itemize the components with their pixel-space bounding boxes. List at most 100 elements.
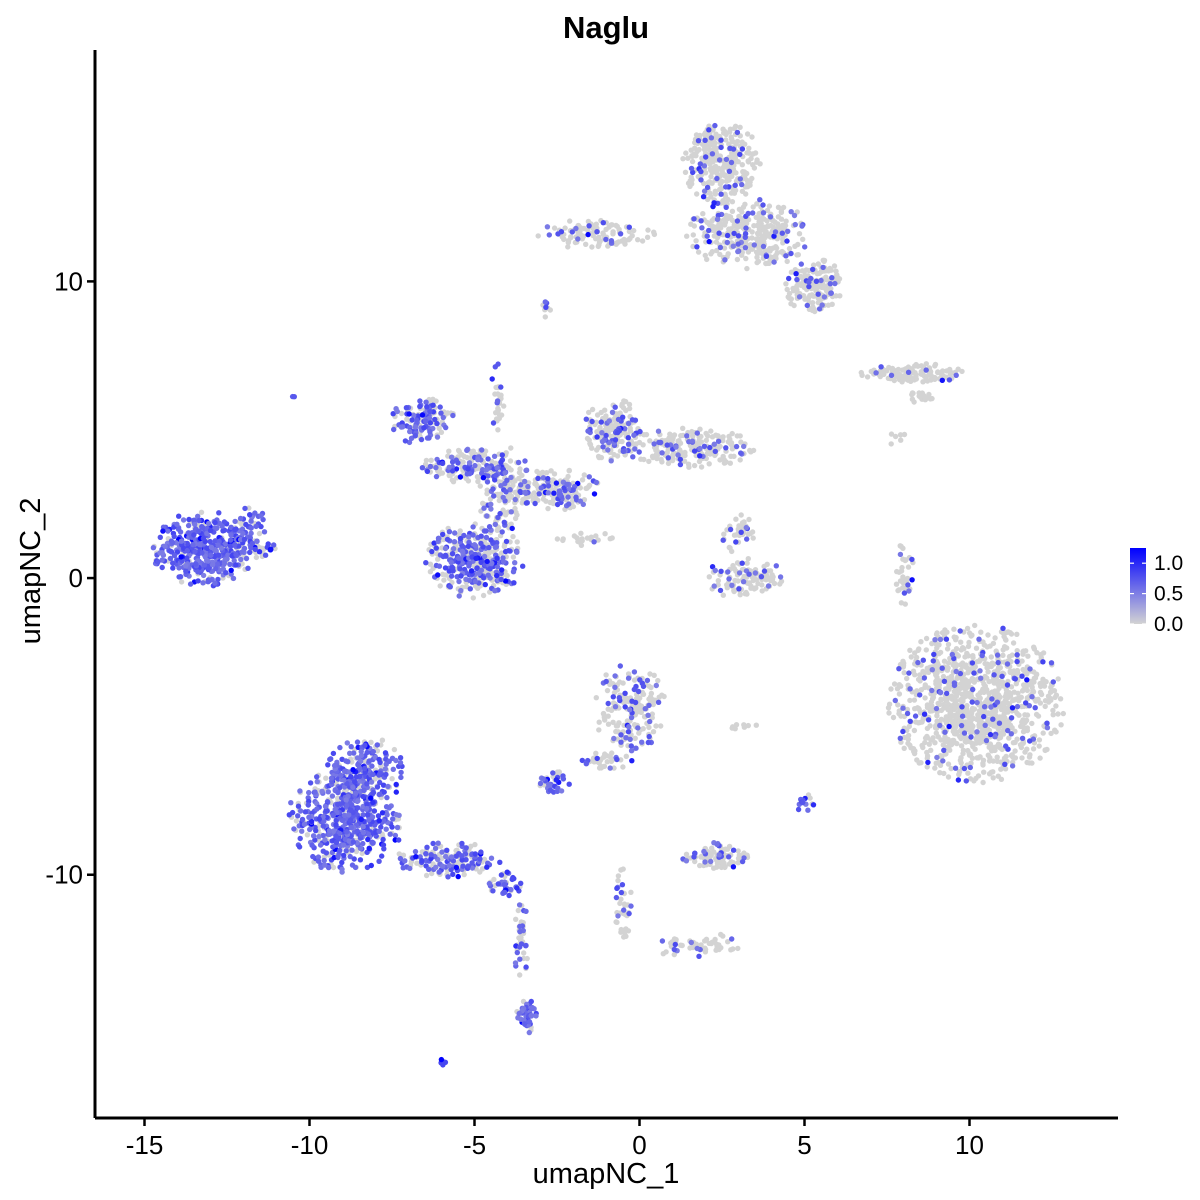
cell-point — [504, 869, 510, 875]
cell-point — [993, 744, 999, 750]
cell-point — [755, 580, 761, 587]
cell-point — [894, 568, 900, 575]
cell-point — [904, 675, 910, 682]
cell-point — [265, 541, 271, 547]
cell-point — [390, 766, 396, 772]
cell-point — [603, 672, 609, 678]
cell-point — [330, 750, 337, 757]
cell-point — [253, 523, 259, 530]
cell-point — [200, 572, 207, 579]
cell-point — [1010, 697, 1016, 703]
cell-point — [306, 789, 312, 796]
cell-point — [708, 428, 714, 434]
cell-point — [792, 243, 798, 249]
cell-point — [924, 764, 930, 770]
cell-point — [970, 723, 976, 729]
cell-point — [517, 956, 523, 962]
cell-point — [314, 806, 320, 812]
cell-point — [938, 697, 944, 703]
cell-point — [481, 553, 488, 560]
cell-point — [1033, 672, 1040, 678]
cell-point — [315, 858, 322, 864]
cell-point — [957, 697, 964, 703]
cell-point — [205, 558, 211, 564]
cell-point — [963, 721, 969, 727]
cell-point — [512, 505, 518, 512]
cell-point — [764, 218, 770, 224]
cell-point — [969, 755, 976, 761]
cell-point — [728, 947, 734, 953]
cell-point — [517, 928, 523, 935]
cell-point — [446, 448, 452, 454]
cell-point — [954, 702, 960, 708]
cell-point — [247, 512, 253, 518]
cell-point — [746, 516, 752, 523]
cell-point — [442, 552, 449, 558]
cell-point — [326, 828, 332, 834]
cell-point — [233, 551, 239, 558]
cell-point — [366, 845, 372, 851]
cell-point — [981, 769, 987, 775]
cell-point — [412, 848, 419, 855]
cell-point — [932, 363, 938, 369]
cell-point — [828, 267, 834, 273]
cell-point — [349, 847, 355, 853]
cell-point — [207, 527, 214, 534]
cell-point — [237, 515, 244, 522]
cell-point — [720, 592, 726, 598]
cell-point — [501, 403, 507, 409]
cell-point — [528, 1012, 534, 1019]
cell-point — [579, 536, 585, 542]
cell-point — [916, 390, 922, 396]
cell-point — [910, 746, 917, 752]
cell-point — [435, 840, 441, 846]
cell-point — [510, 533, 516, 540]
cell-point — [966, 666, 973, 673]
cell-point — [178, 538, 185, 544]
cell-point — [305, 802, 311, 808]
cell-point — [438, 1056, 445, 1063]
cell-point — [924, 665, 930, 671]
cell-point — [948, 710, 954, 717]
cell-point — [1036, 743, 1042, 749]
cell-point — [333, 822, 339, 828]
cell-point — [651, 672, 657, 678]
cell-point — [504, 572, 510, 579]
cell-point — [935, 369, 941, 376]
cell-point — [655, 677, 661, 684]
cell-point — [968, 633, 974, 639]
cell-point — [330, 864, 337, 871]
cell-point — [749, 175, 755, 182]
cell-point — [247, 549, 253, 556]
cell-point — [933, 730, 939, 736]
cell-point — [761, 232, 768, 238]
cell-point — [754, 259, 760, 266]
cell-point — [966, 639, 972, 646]
cell-point — [786, 245, 793, 252]
cell-point — [337, 744, 343, 751]
cell-point — [1038, 691, 1045, 698]
cell-point — [917, 719, 923, 726]
cell-point — [470, 595, 476, 601]
cell-point — [717, 251, 723, 258]
cell-point — [567, 218, 573, 224]
cell-point — [598, 763, 605, 770]
cell-point — [239, 521, 245, 528]
cell-point — [524, 955, 530, 962]
cell-point — [928, 737, 934, 743]
cell-point — [703, 142, 709, 148]
cell-point — [350, 767, 356, 773]
cell-point — [721, 245, 728, 251]
cell-point — [432, 845, 439, 852]
cell-point — [1010, 640, 1017, 646]
cell-point — [614, 223, 620, 230]
cell-point — [956, 771, 962, 778]
cell-point — [745, 159, 752, 165]
cell-point — [517, 972, 523, 978]
cell-point — [293, 818, 300, 824]
cell-point — [445, 874, 451, 880]
cell-point — [775, 214, 782, 220]
cell-point — [1024, 687, 1031, 694]
cell-point — [784, 258, 790, 265]
cell-point — [729, 199, 736, 205]
